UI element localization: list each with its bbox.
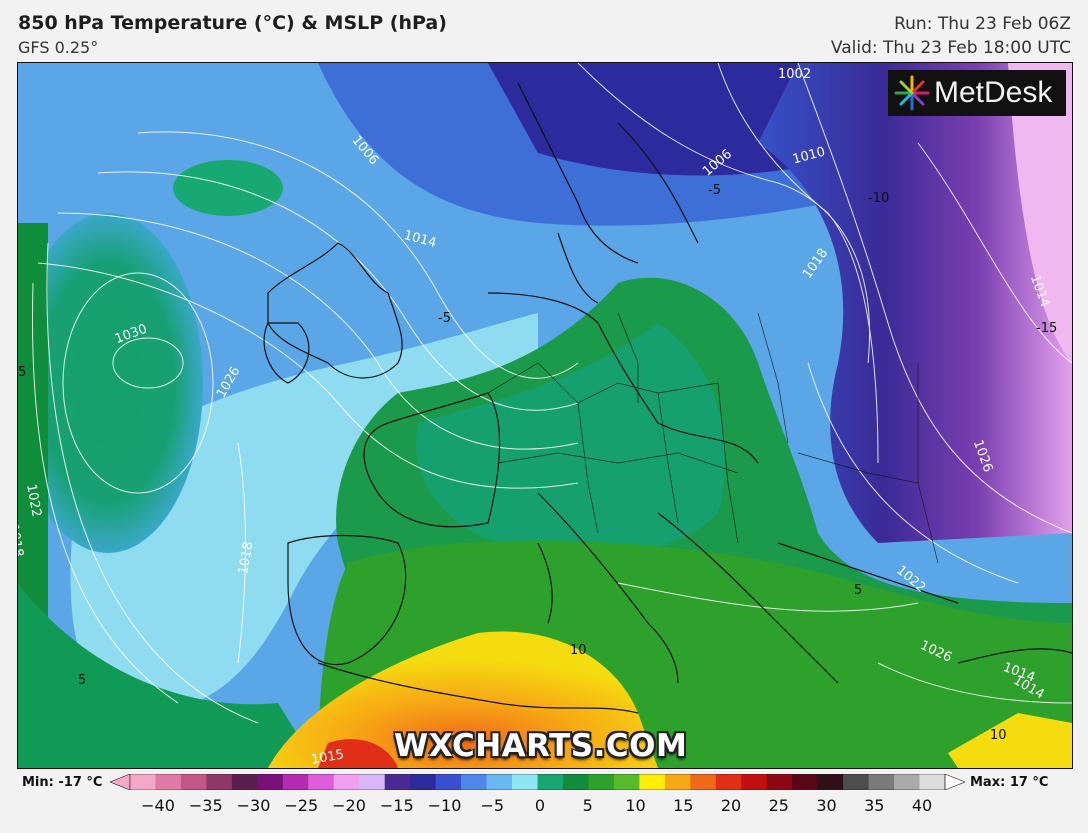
colorbar-cell xyxy=(537,774,564,790)
legend-tick: −10 xyxy=(427,796,462,815)
colorbar-cell xyxy=(180,774,207,790)
colorbar-cell xyxy=(664,774,691,790)
legend-tick: 5 xyxy=(582,796,593,815)
legend-tick-labels: −40 −35 −30 −25 −20 −15 −10 −5 0 5 10 15 20 25 30 35 40 xyxy=(0,796,1088,820)
temperature-contour-label: -5 xyxy=(708,183,721,198)
colorbar-cell xyxy=(435,774,462,790)
colorbar-cell xyxy=(894,774,921,790)
colorbar-outline xyxy=(129,774,946,790)
colorbar-cell xyxy=(384,774,411,790)
legend-tick: 0 xyxy=(534,796,546,815)
colorbar-cell xyxy=(512,774,538,790)
colorbar-cell xyxy=(792,774,819,790)
country-borders xyxy=(487,312,939,564)
colorbar-cell xyxy=(130,774,156,790)
colorbar-cell xyxy=(486,774,513,790)
colorbar-cell xyxy=(461,774,488,790)
legend-tick: 35 xyxy=(864,796,885,815)
legend-tick: −40 xyxy=(141,796,175,815)
isobar-lines xyxy=(32,63,1072,724)
temperature-contour-label: -15 xyxy=(1036,321,1058,336)
temperature-contour-label: 5 xyxy=(854,583,863,598)
metdesk-logo: MetDesk xyxy=(888,70,1066,116)
colorbar-cell xyxy=(690,774,717,790)
legend-colorbar xyxy=(110,774,965,790)
colorbar-cell xyxy=(715,774,742,790)
southwest-mild-region xyxy=(18,583,318,768)
colorbar-cell xyxy=(257,774,284,790)
isobar-label: 1002 xyxy=(778,67,812,82)
temperature-contour-label: -10 xyxy=(868,191,890,206)
run-time: Run: Thu 23 Feb 06Z xyxy=(894,14,1071,34)
colorbar-cell xyxy=(206,774,233,790)
coastlines xyxy=(263,82,1072,714)
temperature-contour-label: 10 xyxy=(570,643,587,658)
weather-map-canvas xyxy=(18,63,1072,768)
wxcharts-watermark: WXCHARTS.COM xyxy=(394,728,688,764)
colorbar-cell xyxy=(588,774,615,790)
legend-tick: −5 xyxy=(480,796,505,815)
legend-tick: −25 xyxy=(284,796,319,815)
colorbar-cell xyxy=(639,774,666,790)
legend-tick: 25 xyxy=(768,796,789,815)
temperature-contour-label: 5 xyxy=(18,365,27,380)
valid-time: Valid: Thu 23 Feb 18:00 UTC xyxy=(830,38,1071,58)
atlantic-high-warm-region xyxy=(18,213,203,553)
legend-tick: 40 xyxy=(911,796,933,815)
legend-tick: 20 xyxy=(720,796,742,815)
legend-tick: −30 xyxy=(236,796,271,815)
colorbar-cell xyxy=(766,774,793,790)
colorbar-cell xyxy=(333,774,360,790)
temperature-legend: Min: -17 °C Max: 17 °C −40 −35 −30 −25 −20 −1… xyxy=(0,768,1088,833)
colorbar-cell xyxy=(843,774,870,790)
eastern-cold-region xyxy=(758,63,1072,543)
legend-tick: −15 xyxy=(379,796,414,815)
legend-min-label: Min: -17 °C xyxy=(22,775,103,790)
colorbar-arrow-max xyxy=(944,774,965,790)
legend-tick: −20 xyxy=(332,796,366,815)
legend-tick: 10 xyxy=(625,796,646,815)
middle-east-warm-region xyxy=(948,713,1072,768)
weather-map: 1002 1006 1006 1010 1014 1018 1022 1026 1030 1014… xyxy=(17,62,1073,769)
colorbar-cell xyxy=(741,774,768,790)
far-east-coldest-region xyxy=(1008,63,1072,363)
chart-title: 850 hPa Temperature (°C) & MSLP (hPa) xyxy=(18,12,447,34)
temperature-contour-label: 5 xyxy=(78,673,87,688)
colorbar-cell xyxy=(562,774,589,790)
iceland-mild-region xyxy=(173,160,283,216)
chart-header: 850 hPa Temperature (°C) & MSLP (hPa) GF… xyxy=(0,0,1088,62)
metdesk-logo-text: MetDesk xyxy=(934,76,1053,109)
colorbar-cell xyxy=(231,774,258,790)
north-africa-warm-region xyxy=(268,631,658,768)
legend-tick: 30 xyxy=(816,796,837,815)
legend-max-label: Max: 17 °C xyxy=(970,775,1049,790)
colorbar-cell xyxy=(919,774,946,790)
temperature-contour-label: -5 xyxy=(438,311,451,326)
colorbar-cell xyxy=(868,774,895,790)
colorbar-cell xyxy=(308,774,335,790)
legend-tick: 15 xyxy=(673,796,694,815)
metdesk-logo-icon xyxy=(894,75,930,111)
model-label: GFS 0.25° xyxy=(18,38,99,57)
sahara-hot-region xyxy=(318,739,398,768)
colorbar-cell xyxy=(359,774,386,790)
temperature-contour-label: 10 xyxy=(990,728,1007,743)
colorbar-cell xyxy=(613,774,640,790)
colorbar-cell xyxy=(410,774,437,790)
colorbar-cell xyxy=(282,774,309,790)
legend-tick: −35 xyxy=(188,796,223,815)
colorbar-cell xyxy=(817,774,844,790)
colorbar-arrow-min xyxy=(110,774,131,790)
colorbar-cell xyxy=(155,774,182,790)
